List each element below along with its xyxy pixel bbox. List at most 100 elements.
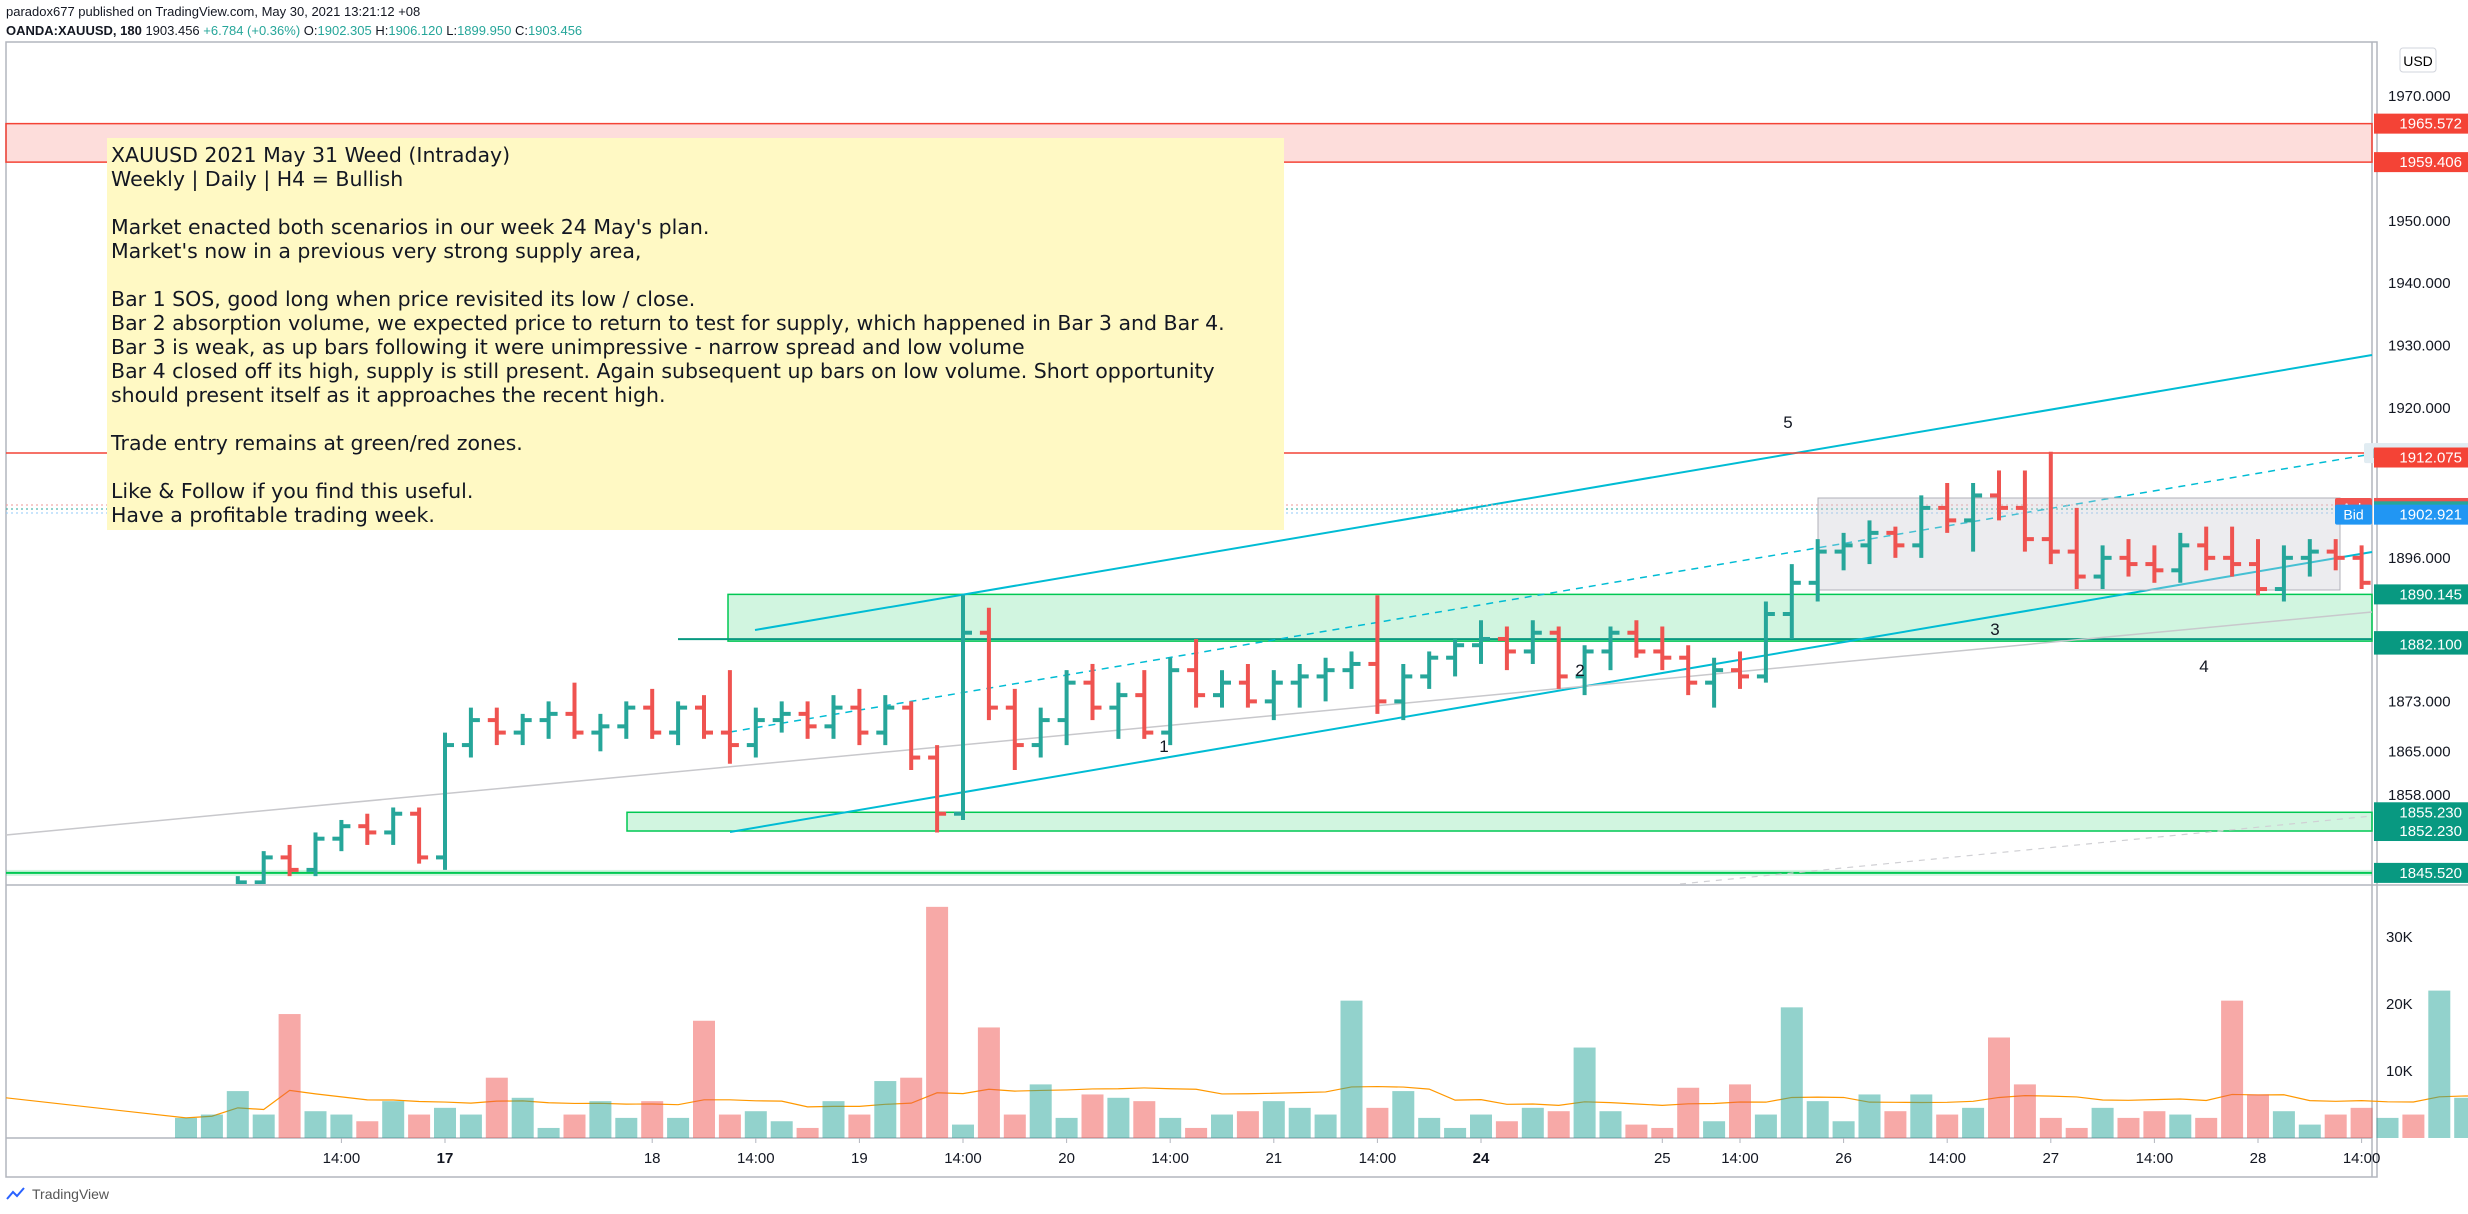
volume-bar[interactable] <box>1392 1091 1415 1138</box>
volume-bar[interactable] <box>796 1127 819 1138</box>
symbol-label[interactable]: OANDA:XAUUSD, 180 <box>6 23 142 38</box>
volume-bar[interactable] <box>2350 1107 2373 1138</box>
price-badge[interactable]: 1852.230 <box>2374 821 2468 842</box>
volume-bar[interactable] <box>1444 1127 1467 1138</box>
volume-bar[interactable] <box>2298 1124 2321 1138</box>
volume-bar[interactable] <box>641 1101 664 1138</box>
currency-button[interactable] <box>2399 47 2437 73</box>
volume-bar[interactable] <box>200 1114 223 1138</box>
volume-bar[interactable] <box>2013 1084 2036 1138</box>
volume-bar[interactable] <box>1003 1114 1026 1138</box>
ohlc-bar[interactable] <box>384 807 403 845</box>
ohlc-bar[interactable] <box>2223 526 2242 577</box>
volume-bar[interactable] <box>226 1091 249 1138</box>
volume-bar[interactable] <box>1599 1111 1622 1138</box>
volume-bar[interactable] <box>2169 1114 2192 1138</box>
ohlc-bar[interactable] <box>2145 545 2164 583</box>
ohlc-bar[interactable] <box>410 807 429 864</box>
ohlc-bar[interactable] <box>1057 670 1076 746</box>
ohlc-bar[interactable] <box>2326 539 2345 571</box>
volume-bar[interactable] <box>175 1117 197 1138</box>
ohlc-bar[interactable] <box>2119 539 2138 577</box>
volume-bar[interactable] <box>848 1114 871 1138</box>
ohlc-bar[interactable] <box>1653 626 1672 671</box>
ohlc-bar[interactable] <box>1420 651 1439 689</box>
price-badge[interactable]: 1882.100 <box>2374 634 2468 655</box>
ohlc-bar[interactable] <box>1756 601 1775 683</box>
volume-bar[interactable] <box>1314 1114 1337 1138</box>
volume-bar[interactable] <box>278 1014 301 1138</box>
ohlc-bar[interactable] <box>617 701 636 739</box>
ohlc-bar[interactable] <box>1264 670 1283 721</box>
volume-bar[interactable] <box>1884 1111 1907 1138</box>
ohlc-bar[interactable] <box>1782 564 1801 639</box>
volume-bar[interactable] <box>563 1114 586 1138</box>
price-badge[interactable]: 1959.406 <box>2374 152 2468 173</box>
volume-bar[interactable] <box>1340 1000 1363 1138</box>
price-badge[interactable]: 1912.075 <box>2374 447 2468 468</box>
ohlc-bar[interactable] <box>1472 620 1490 664</box>
ohlc-bar[interactable] <box>1109 682 1128 739</box>
ohlc-bar[interactable] <box>1497 626 1516 671</box>
ohlc-bar[interactable] <box>979 607 998 721</box>
volume-bar[interactable] <box>1470 1114 1492 1138</box>
volume-bar[interactable] <box>822 1101 845 1138</box>
volume-bar[interactable] <box>1081 1094 1104 1138</box>
ohlc-bar[interactable] <box>1161 657 1180 746</box>
volume-bar[interactable] <box>485 1077 508 1138</box>
volume-bar[interactable] <box>2195 1117 2218 1138</box>
ohlc-bar[interactable] <box>1135 670 1154 739</box>
ohlc-bar[interactable] <box>772 701 791 733</box>
volume-bar[interactable] <box>2143 1111 2166 1138</box>
ohlc-bar[interactable] <box>1316 657 1335 702</box>
ohlc-bar[interactable] <box>1575 645 1594 696</box>
volume-bar[interactable] <box>1288 1107 1311 1138</box>
ohlc-bar[interactable] <box>1990 470 2008 521</box>
volume-bar[interactable] <box>2402 1114 2425 1138</box>
volume-bar[interactable] <box>356 1121 379 1138</box>
ohlc-bar[interactable] <box>591 713 610 752</box>
volume-axis[interactable]: 30K 20K 10K <box>2386 929 2413 1080</box>
volume-bar[interactable] <box>589 1101 612 1138</box>
volume-bar[interactable] <box>1677 1087 1700 1138</box>
ohlc-bar[interactable] <box>1731 651 1749 689</box>
volume-bar[interactable] <box>1107 1097 1130 1138</box>
ohlc-bar[interactable] <box>436 732 454 870</box>
ohlc-bar[interactable] <box>1679 645 1698 696</box>
volume-bar[interactable] <box>459 1114 482 1138</box>
volume-bar[interactable] <box>434 1107 456 1138</box>
volume-bar[interactable] <box>1936 1114 1959 1138</box>
volume-bar[interactable] <box>2324 1114 2347 1138</box>
ohlc-bar[interactable] <box>2456 527 2468 583</box>
volume-bar[interactable] <box>382 1101 405 1138</box>
volume-bar[interactable] <box>744 1111 767 1138</box>
ohlc-bar[interactable] <box>643 688 662 739</box>
volume-bar[interactable] <box>1858 1094 1881 1138</box>
volume-bar[interactable] <box>2065 1127 2088 1138</box>
time-axis[interactable]: 14:00 17 18 14:00 19 14:00 20 14:00 21 14:00 24 25 1… <box>323 1138 2468 1167</box>
ohlc-bar[interactable] <box>358 813 377 845</box>
volume-bar[interactable] <box>1262 1101 1285 1138</box>
ohlc-bar[interactable] <box>461 707 480 758</box>
volume-bar[interactable] <box>1418 1117 1441 1138</box>
ohlc-bar[interactable] <box>1860 520 1879 565</box>
ohlc-bar[interactable] <box>798 701 817 739</box>
volume-bar[interactable] <box>2376 1117 2399 1138</box>
volume-bar[interactable] <box>718 1114 741 1138</box>
volume-bar[interactable] <box>1625 1124 1648 1138</box>
volume-bar[interactable] <box>408 1114 431 1138</box>
analysis-note[interactable]: XAUUSD 2021 May 31 Weed (Intraday)Weekly… <box>107 138 1284 530</box>
ohlc-bar[interactable] <box>2015 470 2034 552</box>
volume-bar[interactable] <box>1055 1117 1078 1138</box>
ohlc-bar[interactable] <box>565 682 584 739</box>
ohlc-bar[interactable] <box>669 701 688 746</box>
ohlc-bar[interactable] <box>2274 545 2293 602</box>
ohlc-bar[interactable] <box>1938 482 1957 533</box>
volume-bar[interactable] <box>1521 1107 1544 1138</box>
ohlc-bar[interactable] <box>332 819 351 852</box>
ohlc-bar[interactable] <box>1523 620 1542 664</box>
volume-bar[interactable] <box>330 1114 353 1138</box>
ohlc-bar[interactable] <box>2300 539 2319 577</box>
volume-bar[interactable] <box>952 1124 974 1138</box>
ohlc-bar[interactable] <box>902 701 921 771</box>
